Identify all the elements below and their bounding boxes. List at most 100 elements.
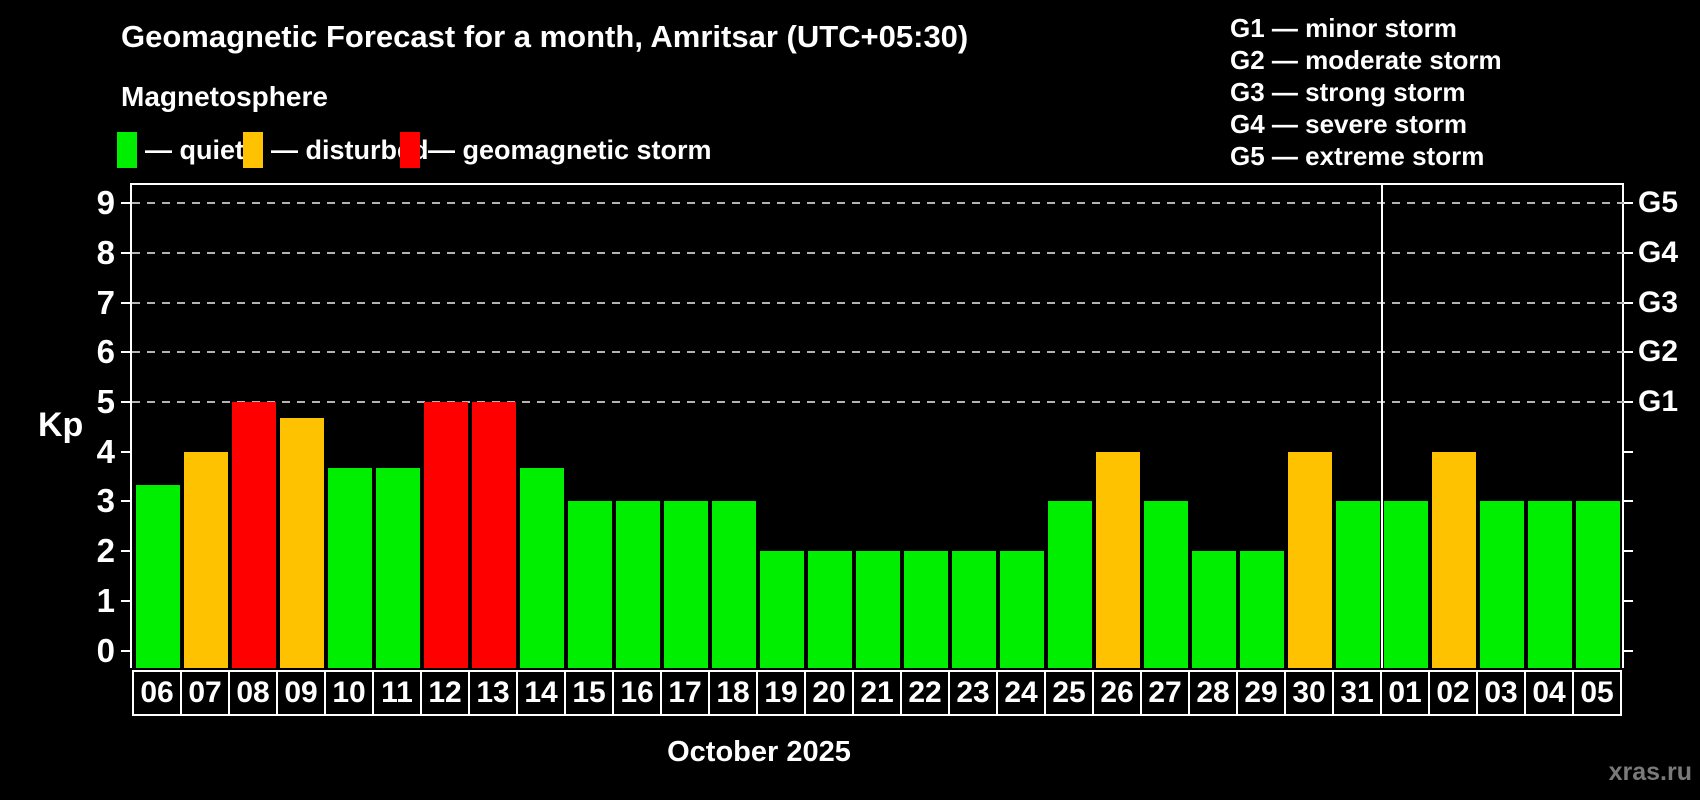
g-axis-label-g2: G2: [1638, 335, 1679, 369]
day-label-29: 29: [1236, 670, 1286, 716]
kp-bar-day-23: [952, 551, 996, 668]
day-label-01: 01: [1380, 670, 1430, 716]
y-tick-label-1: 1: [96, 581, 115, 619]
kp-bar-day-25: [1048, 501, 1092, 668]
kp-bar-day-01: [1384, 501, 1428, 668]
y-tick-left-3: [121, 500, 130, 503]
g-axis-label-g3: G3: [1638, 285, 1679, 319]
g-legend-line-g1: G1 — minor storm: [1230, 13, 1457, 43]
y-tick-left-5: [121, 401, 130, 403]
kp-bar-day-29: [1240, 551, 1284, 668]
gridline-kp6: [132, 351, 1624, 354]
g-axis-label-g1: G1: [1638, 385, 1679, 418]
kp-bar-day-21: [856, 551, 900, 668]
x-axis-month-label: October 2025: [667, 736, 851, 768]
y-tick-right-1: [1624, 599, 1633, 602]
day-label-24: 24: [996, 670, 1046, 716]
y-tick-left-6: [121, 351, 130, 354]
legend-swatch-disturbed: [243, 132, 263, 168]
day-label-02: 02: [1428, 670, 1478, 716]
gridline-kp9: [132, 202, 1624, 205]
gridline-kp7: [132, 301, 1624, 304]
y-tick-left-7: [121, 301, 130, 304]
kp-bar-day-31: [1336, 501, 1380, 668]
day-label-13: 13: [468, 670, 518, 716]
day-label-19: 19: [756, 670, 806, 716]
y-tick-right-9: [1624, 202, 1633, 205]
y-tick-left-0: [121, 649, 130, 652]
kp-bar-day-02: [1432, 451, 1476, 668]
kp-bar-day-11: [376, 468, 420, 668]
kp-bar-day-16: [616, 501, 660, 668]
day-label-06: 06: [132, 670, 182, 716]
day-label-28: 28: [1188, 670, 1238, 716]
legend-label-storm: — geomagnetic storm: [428, 135, 712, 165]
kp-bar-day-07: [184, 451, 228, 668]
g-legend-line-g3: G3 — strong storm: [1230, 77, 1466, 107]
day-label-23: 23: [948, 670, 998, 716]
y-tick-right-0: [1624, 649, 1633, 652]
day-label-04: 04: [1524, 670, 1574, 716]
y-tick-label-6: 6: [96, 333, 115, 371]
y-tick-right-5: [1624, 401, 1633, 403]
g-axis-label-g5: G5: [1638, 186, 1679, 220]
gridline-kp5: [132, 401, 1624, 403]
y-tick-label-0: 0: [96, 631, 115, 669]
y-tick-right-7: [1624, 301, 1633, 304]
kp-bar-day-26: [1096, 451, 1140, 668]
day-label-12: 12: [420, 670, 470, 716]
g-legend-line-g2: G2 — moderate storm: [1230, 45, 1502, 75]
day-label-25: 25: [1044, 670, 1094, 716]
chart-title: Geomagnetic Forecast for a month, Amrits…: [121, 19, 969, 54]
month-separator-line: [1381, 185, 1383, 668]
day-label-09: 09: [276, 670, 326, 716]
kp-bar-day-06: [136, 484, 180, 668]
y-tick-label-5: 5: [96, 383, 115, 420]
day-label-17: 17: [660, 670, 710, 716]
day-label-15: 15: [564, 670, 614, 716]
g-axis-label-g4: G4: [1638, 235, 1679, 269]
kp-bar-day-03: [1480, 501, 1524, 668]
kp-bar-day-09: [280, 418, 324, 668]
kp-bar-day-27: [1144, 501, 1188, 668]
y-tick-right-4: [1624, 450, 1633, 453]
kp-bar-day-18: [712, 501, 756, 668]
kp-bar-day-22: [904, 551, 948, 668]
day-label-20: 20: [804, 670, 854, 716]
day-label-07: 07: [180, 670, 230, 716]
y-tick-left-2: [121, 550, 130, 553]
y-tick-left-8: [121, 251, 130, 254]
chart-subtitle: Magnetosphere: [121, 81, 328, 112]
y-tick-right-6: [1624, 351, 1633, 354]
y-tick-label-4: 4: [96, 432, 115, 470]
kp-bar-day-15: [568, 501, 612, 668]
y-tick-right-8: [1624, 251, 1633, 254]
day-label-05: 05: [1572, 670, 1622, 716]
day-label-22: 22: [900, 670, 950, 716]
status-legend: — quiet — disturbed — geomagnetic storm: [0, 130, 1100, 170]
g-legend-line-g5: G5 — extreme storm: [1230, 141, 1485, 171]
y-tick-label-9: 9: [96, 184, 115, 222]
plot-area: [130, 183, 1624, 668]
day-label-21: 21: [852, 670, 902, 716]
y-tick-label-3: 3: [96, 482, 115, 520]
day-label-14: 14: [516, 670, 566, 716]
kp-bar-day-30: [1288, 451, 1332, 668]
g-scale-legend: G1 — minor storm G2 — moderate storm G3 — …: [1230, 12, 1502, 172]
y-tick-right-2: [1624, 550, 1633, 553]
kp-bar-day-08: [232, 402, 276, 668]
y-axis-title: Kp: [38, 406, 84, 444]
kp-bar-day-24: [1000, 551, 1044, 668]
day-label-16: 16: [612, 670, 662, 716]
y-tick-right-3: [1624, 500, 1633, 503]
legend-swatch-storm: [400, 132, 420, 168]
y-tick-label-2: 2: [96, 532, 115, 570]
day-label-30: 30: [1284, 670, 1334, 716]
gridline-kp8: [132, 251, 1624, 254]
g-legend-line-g4: G4 — severe storm: [1230, 109, 1468, 139]
kp-bar-day-13: [472, 402, 516, 668]
kp-bar-day-19: [760, 551, 804, 668]
y-tick-left-1: [121, 599, 130, 602]
day-label-18: 18: [708, 670, 758, 716]
